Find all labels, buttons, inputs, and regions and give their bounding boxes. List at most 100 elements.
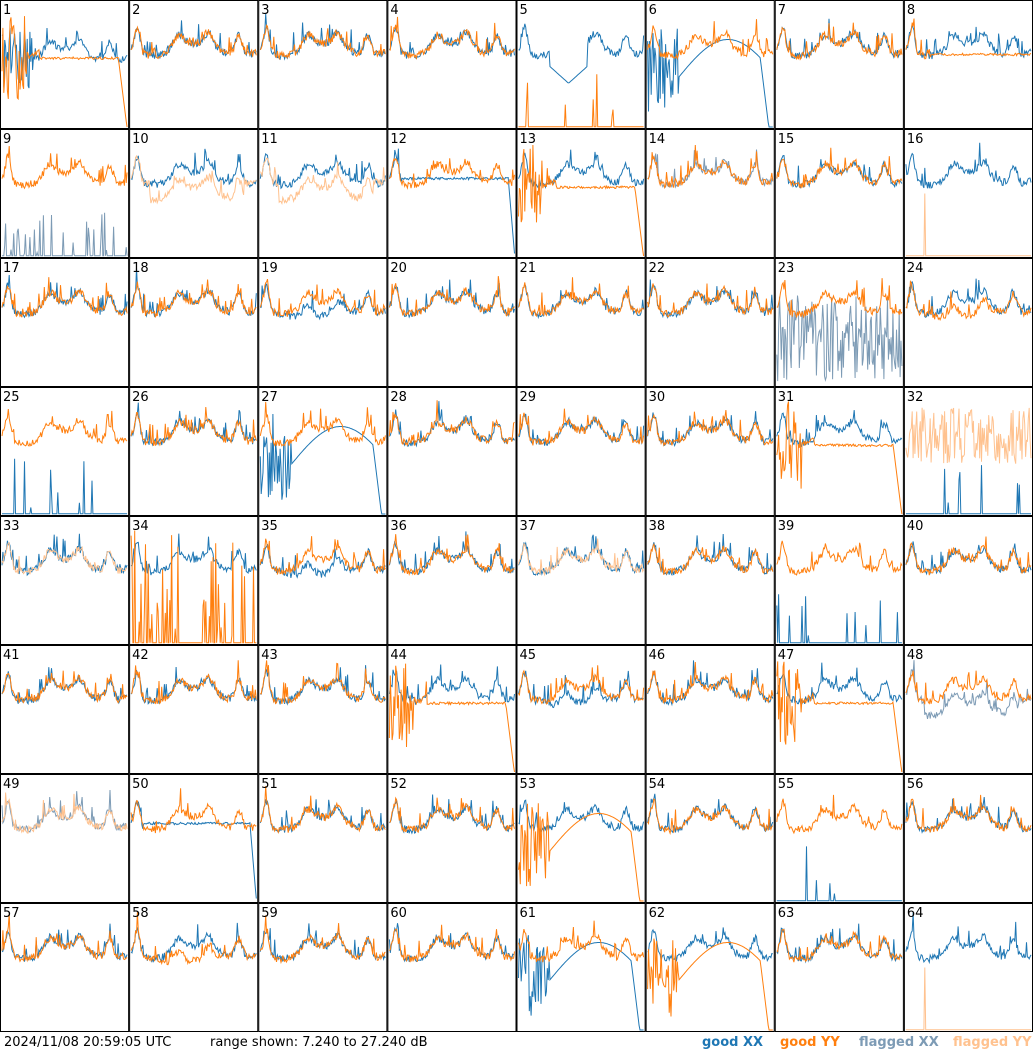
good-yy-line	[776, 794, 903, 835]
panel-50: 50	[129, 774, 259, 903]
panel-label: 55	[778, 777, 795, 792]
panel-51: 51	[258, 774, 388, 903]
good-xx-line	[905, 24, 1032, 60]
panel-frame	[903, 387, 1033, 516]
panel-label: 61	[520, 906, 537, 921]
panel-label: 60	[390, 906, 407, 921]
panel-label: 11	[261, 132, 278, 147]
panel-7: 7	[774, 0, 904, 129]
panel-label: 62	[649, 906, 666, 921]
panel-34: 34	[129, 516, 259, 645]
panel-frame	[516, 0, 646, 129]
panel-62: 62	[645, 903, 775, 1032]
panel-3: 3	[258, 0, 388, 129]
panel-label: 39	[778, 519, 795, 534]
good-xx-line	[388, 279, 515, 319]
good-yy-line	[518, 144, 645, 257]
panel-label: 31	[778, 390, 795, 405]
good-yy-line	[905, 670, 1032, 705]
panel-frame	[516, 387, 646, 516]
panel-label: 3	[261, 3, 269, 18]
good-yy-line	[389, 16, 515, 61]
good-yy-line	[1, 16, 128, 128]
good-yy-line	[647, 542, 774, 576]
panel-frame	[516, 129, 646, 258]
panel-5: 5	[516, 0, 646, 129]
panel-label: 56	[907, 777, 924, 792]
good-yy-line	[1, 913, 128, 963]
good-xx-line	[905, 797, 1032, 834]
good-xx-line	[905, 142, 1032, 189]
panel-frame	[258, 774, 388, 903]
good-yy-line	[647, 661, 774, 704]
panel-frame	[387, 0, 517, 129]
good-yy-line	[518, 408, 645, 446]
good-xx-line	[259, 413, 386, 515]
good-yy-line	[518, 665, 645, 705]
panel-26: 26	[129, 387, 259, 516]
panel-frame	[903, 258, 1033, 387]
panel-label: 63	[778, 906, 795, 921]
panel-frame	[258, 387, 388, 516]
panel-23: 23	[774, 258, 904, 387]
panel-frame	[258, 516, 388, 645]
panel-58: 58	[129, 903, 259, 1032]
good-xx-line	[776, 662, 903, 706]
flagged-yy-line	[518, 538, 645, 577]
good-xx-line	[388, 923, 515, 963]
good-yy-line	[389, 796, 515, 834]
panel-label: 6	[649, 3, 657, 18]
good-yy-line	[647, 19, 774, 61]
good-yy-line	[647, 798, 774, 836]
good-xx-line	[647, 927, 773, 963]
panel-frame	[129, 258, 259, 387]
good-xx-line	[647, 660, 774, 707]
panel-frame	[387, 903, 517, 1032]
panel-29: 29	[516, 387, 646, 516]
panel-12: 12	[387, 129, 517, 258]
panel-label: 25	[3, 390, 20, 405]
flagged-yy-line	[130, 154, 257, 205]
good-yy-line	[905, 18, 1032, 60]
panel-frame	[129, 0, 259, 129]
panel-15: 15	[774, 129, 904, 258]
good-yy-line	[776, 540, 903, 576]
good-yy-line	[259, 785, 386, 835]
panel-label: 48	[907, 648, 924, 663]
good-yy-line	[776, 147, 903, 189]
legend-good-xx: good XX	[702, 1035, 764, 1050]
panel-16: 16	[903, 129, 1033, 258]
panel-43: 43	[258, 645, 388, 774]
panel-frame	[774, 258, 904, 387]
panel-label: 53	[520, 777, 537, 792]
panel-label: 7	[778, 3, 786, 18]
legend-flagged-yy: flagged YY	[953, 1035, 1032, 1050]
panel-label: 40	[907, 519, 924, 534]
panel-frame	[0, 258, 130, 387]
good-yy-line	[389, 924, 515, 963]
good-yy-line	[130, 788, 257, 834]
panel-label: 27	[261, 390, 278, 405]
good-yy-line	[1, 277, 128, 318]
panel-frame	[129, 129, 259, 258]
good-yy-line	[776, 401, 903, 515]
panel-label: 17	[3, 261, 20, 276]
good-xx-line	[388, 148, 515, 254]
good-yy-line	[259, 915, 386, 965]
panel-label: 4	[390, 3, 398, 18]
panel-59: 59	[258, 903, 388, 1032]
panel-label: 23	[778, 261, 795, 276]
range-label: range shown: 7.240 to 27.240 dB	[210, 1035, 428, 1050]
flagged-xx-line	[776, 295, 903, 382]
panel-frame	[774, 387, 904, 516]
panel-28: 28	[387, 387, 517, 516]
panel-frame	[0, 387, 130, 516]
panel-32: 32	[903, 387, 1033, 516]
panel-label: 50	[132, 777, 149, 792]
good-xx-line	[905, 912, 1032, 965]
good-yy-line	[1, 408, 128, 447]
panel-label: 44	[390, 648, 407, 663]
panel-label: 32	[907, 390, 924, 405]
flagged-yy-line	[905, 193, 1031, 257]
panel-42: 42	[129, 645, 259, 774]
